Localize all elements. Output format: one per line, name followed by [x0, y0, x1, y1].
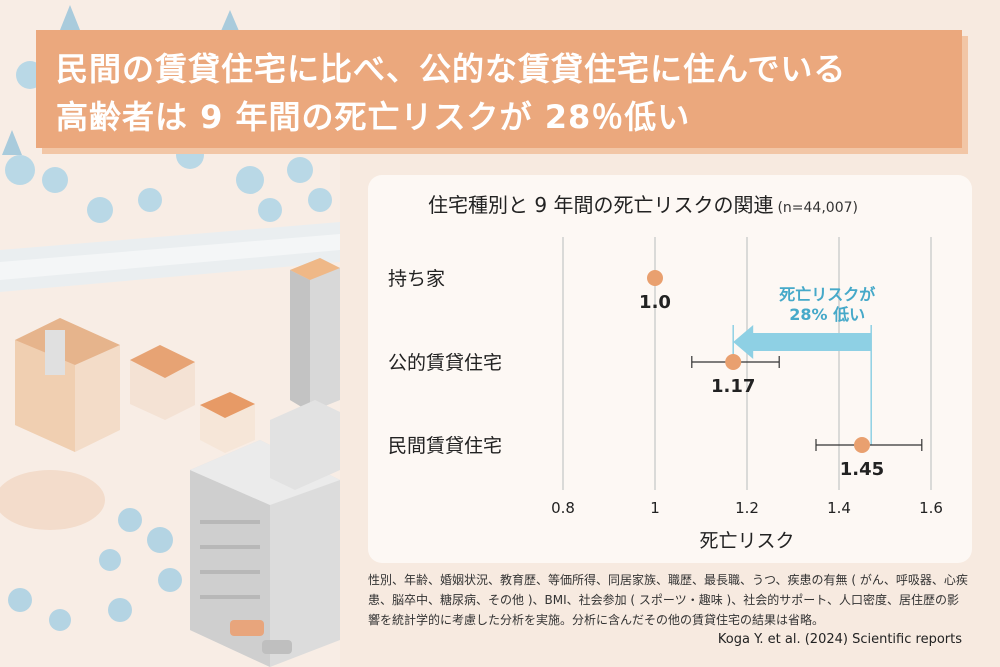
data-point: [854, 437, 870, 453]
headline-line-2: 高齢者は 9 年間の死亡リスクが 28％低い: [56, 98, 691, 136]
x-axis-label: 死亡リスク: [699, 530, 794, 552]
chart-title-text: 住宅種別と 9 年間の死亡リスクの関連: [428, 193, 774, 217]
data-label: 1.0: [639, 292, 671, 313]
chart-subtitle: (n=44,007): [777, 200, 858, 216]
citation: Koga Y. et al. (2024) Scientific reports: [717, 632, 962, 647]
x-tick-label: 1: [650, 499, 660, 517]
x-tick-label: 1.6: [919, 499, 943, 517]
annotation-text: 死亡リスクが: [779, 285, 875, 304]
category-label: 持ち家: [388, 268, 445, 290]
annotation-text: 28% 低い: [789, 305, 865, 324]
annotation-arrow: [733, 325, 872, 359]
x-tick-label: 1.4: [827, 499, 851, 517]
chart-title: 住宅種別と 9 年間の死亡リスクの関連 (n=44,007): [428, 189, 858, 218]
data-point: [725, 354, 742, 370]
x-tick-label: 1.2: [735, 499, 759, 517]
category-label: 公的賃貸住宅: [388, 352, 502, 374]
chart-card: 住宅種別と 9 年間の死亡リスクの関連 (n=44,007) 0.8 1 1.2 1.4…: [368, 175, 972, 563]
data-point: [647, 270, 663, 286]
category-label: 民間賃貸住宅: [388, 435, 502, 457]
data-label: 1.17: [711, 376, 755, 397]
headline-line-1: 民間の賃貸住宅に比べ、公的な賃貸住宅に住んでいる: [56, 50, 847, 88]
headline-banner: 民間の賃貸住宅に比べ、公的な賃貸住宅に住んでいる 高齢者は 9 年間の死亡リスク…: [36, 30, 962, 148]
data-label: 1.45: [840, 459, 884, 480]
footnote: 性別、年齢、婚姻状況、教育歴、等価所得、同居家族、職歴、最長職、うつ、疾患の有無…: [368, 573, 968, 627]
x-tick-label: 0.8: [551, 499, 575, 517]
